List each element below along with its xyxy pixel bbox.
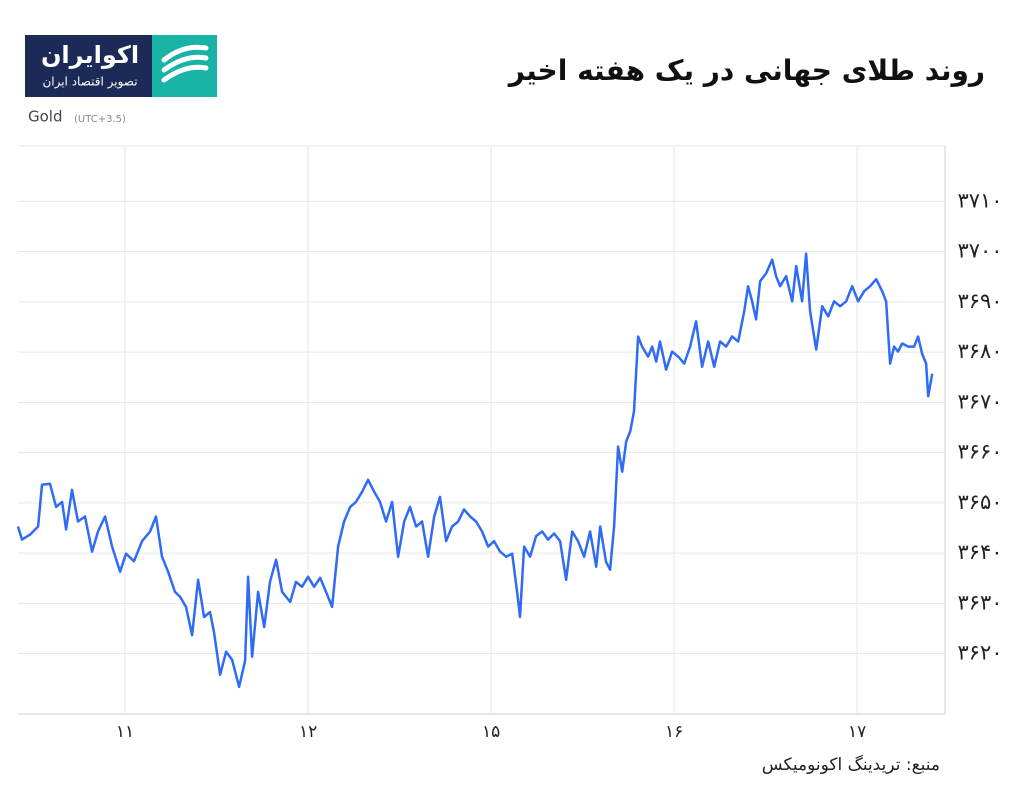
series-name: Gold: [28, 108, 63, 126]
timezone: (UTC+3.5): [74, 114, 126, 125]
y-tick-label: ۳۶۵۰: [957, 490, 1002, 514]
logo: اکوایران تصویر اقتصاد ایران: [25, 35, 217, 97]
y-tick-label: ۳۶۸۰: [957, 339, 1002, 363]
y-tick-label: ۳۷۰۰: [957, 239, 1002, 263]
brand-tagline: تصویر اقتصاد ایران: [42, 75, 137, 90]
chart-title: روند طلای جهانی در یک هفته اخیر: [507, 54, 985, 87]
y-tick-label: ۳۶۶۰: [957, 440, 1002, 464]
y-tick-label: ۳۷۱۰: [957, 188, 1002, 212]
y-tick-label: ۳۶۹۰: [957, 289, 1002, 313]
x-tick-label: ۱۱: [116, 722, 134, 742]
x-tick-label: ۱۶: [665, 722, 683, 742]
source: منبع: تریدینگ اکونومیکس: [762, 754, 940, 775]
x-tick-label: ۱۲: [299, 722, 317, 742]
x-tick-label: ۱۷: [848, 722, 866, 742]
logo-icon: [161, 44, 209, 83]
y-tick-label: ۳۶۷۰: [957, 389, 1002, 413]
price-line: [16, 252, 934, 689]
y-tick-label: ۳۶۲۰: [957, 641, 1002, 665]
x-tick-label: ۱۵: [482, 722, 500, 742]
y-tick-label: ۳۶۴۰: [957, 540, 1002, 564]
y-tick-label: ۳۶۳۰: [957, 590, 1002, 614]
brand: اکوایران: [41, 41, 139, 69]
